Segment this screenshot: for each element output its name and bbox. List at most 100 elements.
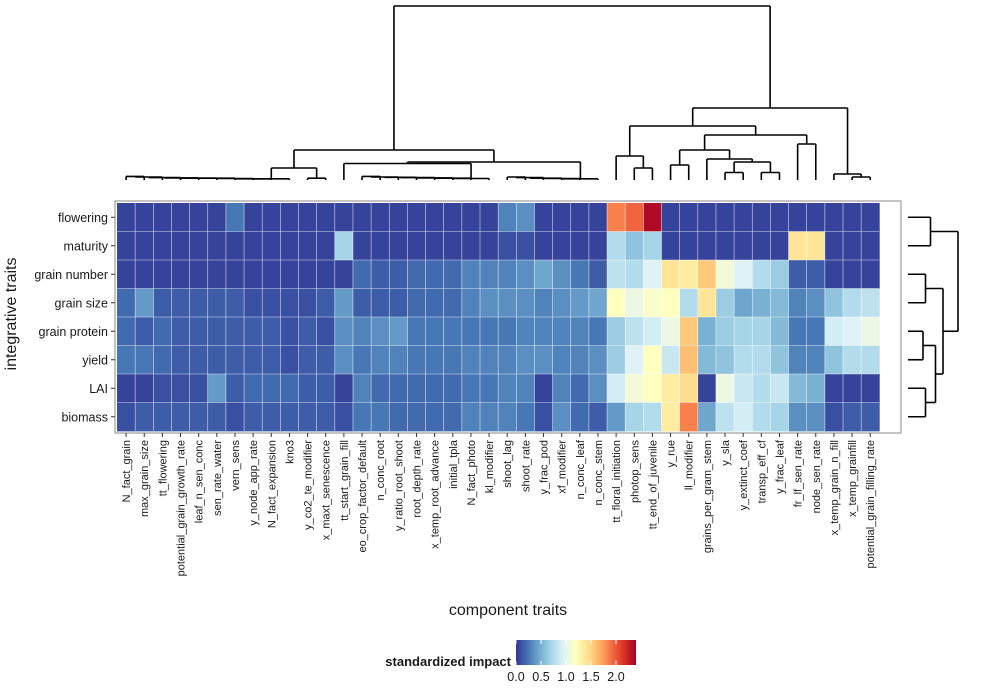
heatmap-cell <box>498 374 517 403</box>
heatmap-cell <box>570 345 590 375</box>
heatmap-cell <box>552 317 572 346</box>
heatmap-cell <box>661 288 681 318</box>
heatmap-cell <box>715 345 735 375</box>
heatmap-cell <box>117 374 136 403</box>
x-tick-label: x_temp_root_advance <box>430 440 442 549</box>
heatmap-cell <box>244 203 263 232</box>
heatmap-cell <box>171 260 190 289</box>
heatmap-cell <box>171 345 190 375</box>
heatmap-cell <box>534 260 553 289</box>
heatmap-cell <box>643 231 662 261</box>
heatmap-cell <box>824 374 844 403</box>
heatmap-cell <box>117 345 136 375</box>
heatmap-cell <box>534 317 553 346</box>
heatmap-cell <box>135 260 154 289</box>
heatmap-cell <box>824 345 844 375</box>
heatmap-cell <box>861 374 880 403</box>
heatmap-cell <box>189 260 209 289</box>
x-tick-label: kl_modifier <box>484 440 496 494</box>
heatmap-cell <box>679 260 699 289</box>
heatmap-cell <box>225 203 245 232</box>
heatmap-cell <box>244 231 263 261</box>
heatmap-cell <box>697 402 717 432</box>
x-tick-label: N_fact_grain <box>121 440 133 502</box>
heatmap-cell <box>625 231 644 261</box>
x-tick-label: fr_lf_sen_rate <box>793 440 805 507</box>
heatmap-cell <box>570 317 590 346</box>
heatmap-cell <box>153 345 172 375</box>
heatmap-cell <box>861 402 880 432</box>
heatmap-cell <box>389 402 408 432</box>
heatmap-cell <box>752 203 771 232</box>
heatmap-cell <box>552 374 572 403</box>
heatmap-cell <box>625 345 644 375</box>
heatmap-cell <box>843 345 862 375</box>
heatmap-cell <box>117 288 136 318</box>
heatmap-cell <box>843 203 862 232</box>
heatmap-cell <box>298 345 318 375</box>
heatmap-cell <box>298 317 318 346</box>
heatmap-cell <box>516 203 535 232</box>
heatmap-cell <box>715 402 735 432</box>
x-tick-label: max_grain_size <box>139 440 151 517</box>
heatmap-cell <box>824 288 844 318</box>
heatmap-cell <box>371 288 390 318</box>
heatmap-cell <box>661 402 681 432</box>
x-tick-label: y_rue <box>666 440 678 468</box>
x-tick-label: y_frac_leaf <box>774 439 786 494</box>
x-tick-label: y_extinct_coef <box>738 439 750 510</box>
heatmap-cell <box>117 203 136 232</box>
heatmap-cell <box>679 317 699 346</box>
heatmap-cell <box>389 345 408 375</box>
heatmap-cell <box>770 345 789 375</box>
heatmap-cell <box>588 260 608 289</box>
heatmap-cell <box>316 231 336 261</box>
heatmap-cell <box>552 288 572 318</box>
heatmap-cell <box>715 288 735 318</box>
x-tick-label: y_co2_te_modifier <box>303 440 315 530</box>
x-axis-title: component traits <box>449 602 567 619</box>
heatmap-cell <box>117 402 136 432</box>
colorbar-tick-label: 1.0 <box>557 670 574 684</box>
heatmap-cell <box>715 231 735 261</box>
x-tick-label: leaf_n_sen_conc <box>194 440 206 524</box>
heatmap-cell <box>280 402 299 432</box>
heatmap-cell <box>407 402 426 432</box>
heatmap-cell <box>262 374 281 403</box>
heatmap-cell <box>189 203 209 232</box>
heatmap-cell <box>189 288 209 318</box>
x-tick-label: x_temp_grain_n_fill <box>829 440 841 535</box>
heatmap-cell <box>207 345 227 375</box>
heatmap-cell <box>389 260 408 289</box>
x-tick-label: node_sen_rate <box>811 440 823 513</box>
heatmap-cell <box>153 260 172 289</box>
heatmap-cell <box>788 317 808 346</box>
heatmap-cell <box>480 374 499 403</box>
heatmap-cell <box>534 288 553 318</box>
heatmap-cell <box>498 203 517 232</box>
y-axis-title: integrative traits <box>3 258 20 371</box>
heatmap-cell <box>570 402 590 432</box>
heatmap-cell <box>788 374 808 403</box>
heatmap-cell <box>679 231 699 261</box>
heatmap-cell <box>806 374 826 403</box>
heatmap-cell <box>643 203 662 232</box>
heatmap-cell <box>425 402 445 432</box>
heatmap-cell <box>861 345 880 375</box>
heatmap-cell <box>371 260 390 289</box>
heatmap-cell <box>752 231 771 261</box>
heatmap-cell <box>752 374 771 403</box>
heatmap-cell <box>425 345 445 375</box>
x-tick-label: potential_grain_filling_rate <box>865 440 877 568</box>
x-tick-label: y_sla <box>720 439 732 466</box>
heatmap-cell <box>516 402 535 432</box>
heatmap-cell <box>153 374 172 403</box>
heatmap-cell <box>352 203 372 232</box>
heatmap-cell <box>625 288 644 318</box>
heatmap-cell <box>443 203 463 232</box>
heatmap-cell <box>788 402 808 432</box>
heatmap-cell <box>461 231 481 261</box>
heatmap-cell <box>425 317 445 346</box>
heatmap-cell <box>244 374 263 403</box>
heatmap-cell <box>679 402 699 432</box>
